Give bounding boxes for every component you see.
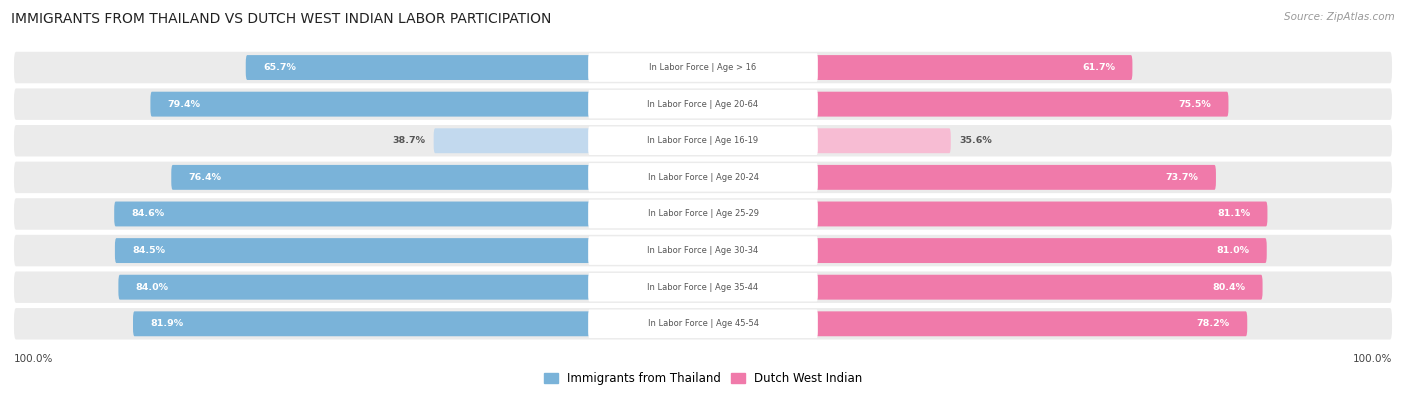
FancyBboxPatch shape [14,235,1392,266]
FancyBboxPatch shape [14,198,1392,230]
Legend: Immigrants from Thailand, Dutch West Indian: Immigrants from Thailand, Dutch West Ind… [538,367,868,390]
Text: 84.6%: 84.6% [132,209,165,218]
FancyBboxPatch shape [588,126,818,155]
FancyBboxPatch shape [703,238,1267,263]
FancyBboxPatch shape [118,275,703,300]
FancyBboxPatch shape [134,311,703,336]
FancyBboxPatch shape [14,308,1392,340]
Text: 75.5%: 75.5% [1178,100,1211,109]
FancyBboxPatch shape [703,92,1229,117]
Text: 81.1%: 81.1% [1218,209,1250,218]
Text: 81.0%: 81.0% [1216,246,1250,255]
Text: 84.0%: 84.0% [136,283,169,292]
FancyBboxPatch shape [14,88,1392,120]
Text: 81.9%: 81.9% [150,319,184,328]
FancyBboxPatch shape [114,201,703,226]
FancyBboxPatch shape [703,201,1267,226]
Text: 73.7%: 73.7% [1166,173,1198,182]
Text: In Labor Force | Age > 16: In Labor Force | Age > 16 [650,63,756,72]
FancyBboxPatch shape [703,128,950,153]
Text: In Labor Force | Age 35-44: In Labor Force | Age 35-44 [647,283,759,292]
Text: 79.4%: 79.4% [167,100,201,109]
FancyBboxPatch shape [433,128,703,153]
FancyBboxPatch shape [588,53,818,82]
FancyBboxPatch shape [588,310,818,338]
FancyBboxPatch shape [703,275,1263,300]
Text: In Labor Force | Age 20-64: In Labor Force | Age 20-64 [647,100,759,109]
FancyBboxPatch shape [703,311,1247,336]
Text: IMMIGRANTS FROM THAILAND VS DUTCH WEST INDIAN LABOR PARTICIPATION: IMMIGRANTS FROM THAILAND VS DUTCH WEST I… [11,12,551,26]
FancyBboxPatch shape [14,162,1392,193]
FancyBboxPatch shape [115,238,703,263]
FancyBboxPatch shape [150,92,703,117]
FancyBboxPatch shape [588,200,818,228]
FancyBboxPatch shape [14,125,1392,156]
FancyBboxPatch shape [588,90,818,118]
Text: 76.4%: 76.4% [188,173,222,182]
FancyBboxPatch shape [14,271,1392,303]
Text: 65.7%: 65.7% [263,63,297,72]
Text: Source: ZipAtlas.com: Source: ZipAtlas.com [1284,12,1395,22]
FancyBboxPatch shape [588,163,818,192]
Text: In Labor Force | Age 45-54: In Labor Force | Age 45-54 [648,319,758,328]
FancyBboxPatch shape [703,165,1216,190]
FancyBboxPatch shape [14,52,1392,83]
FancyBboxPatch shape [703,55,1132,80]
Text: In Labor Force | Age 30-34: In Labor Force | Age 30-34 [647,246,759,255]
Text: 38.7%: 38.7% [392,136,425,145]
Text: 100.0%: 100.0% [1353,354,1392,364]
FancyBboxPatch shape [172,165,703,190]
Text: In Labor Force | Age 25-29: In Labor Force | Age 25-29 [648,209,758,218]
FancyBboxPatch shape [588,236,818,265]
Text: 84.5%: 84.5% [132,246,166,255]
Text: 61.7%: 61.7% [1083,63,1115,72]
Text: 80.4%: 80.4% [1212,283,1246,292]
Text: In Labor Force | Age 20-24: In Labor Force | Age 20-24 [648,173,758,182]
Text: 35.6%: 35.6% [959,136,991,145]
Text: 78.2%: 78.2% [1197,319,1230,328]
FancyBboxPatch shape [588,273,818,301]
FancyBboxPatch shape [246,55,703,80]
Text: In Labor Force | Age 16-19: In Labor Force | Age 16-19 [647,136,759,145]
Text: 100.0%: 100.0% [14,354,53,364]
